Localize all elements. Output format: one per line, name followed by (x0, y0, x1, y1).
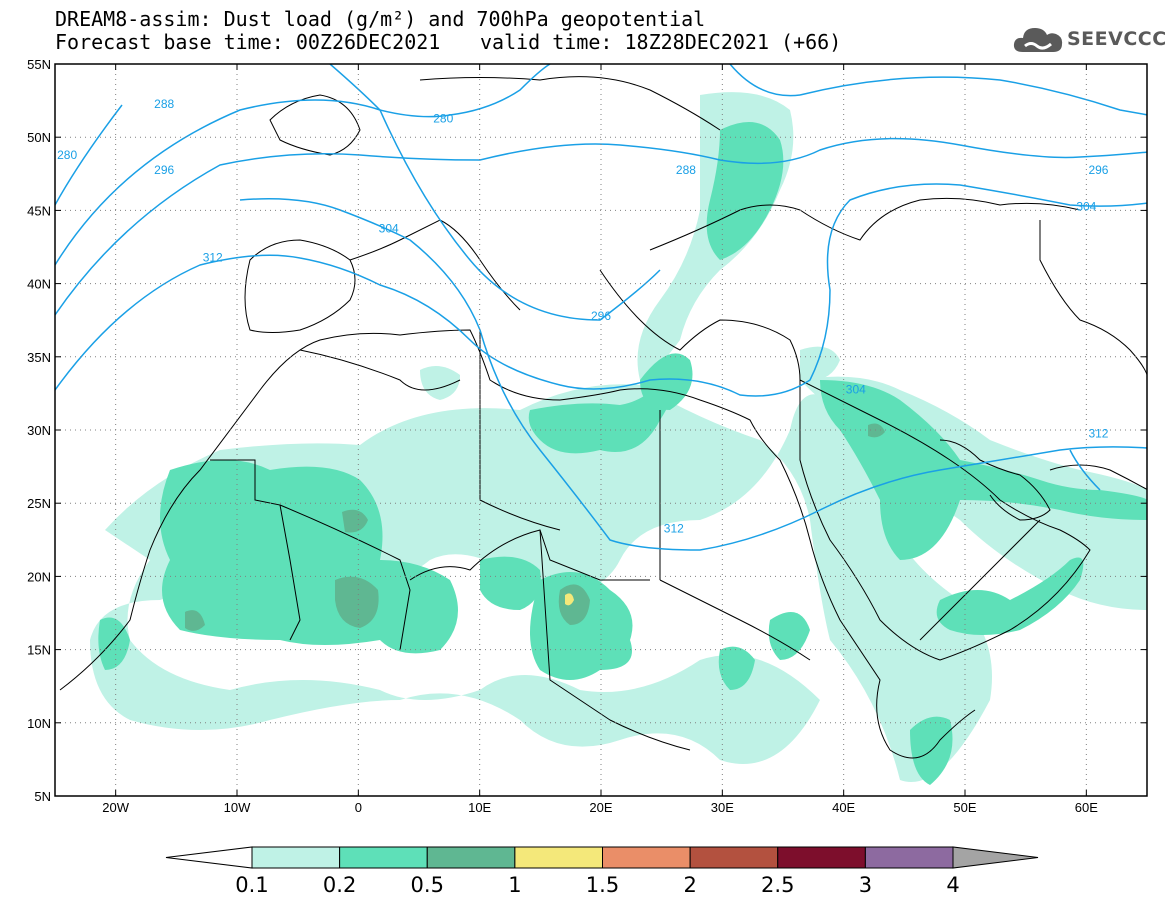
colorbar-segment (864, 846, 954, 869)
colorbar-label: 4 (946, 873, 959, 897)
lon-tick-label: 30E (711, 800, 734, 815)
lon-tick-label: 10E (468, 800, 491, 815)
seevccc-logo: SEEVCCC (1011, 22, 1165, 58)
colorbar-label: 3 (859, 873, 872, 897)
contour-labels: 280 288 280 296 288 296 304 304 312 296 304 312 312 (57, 97, 1109, 536)
colorbar-over-triangle (952, 846, 1039, 869)
dust-load-peak-area (565, 593, 574, 606)
colorbar (165, 846, 1039, 869)
contour-label: 296 (154, 163, 174, 177)
contour-label: 280 (57, 148, 77, 162)
forecast-times: Forecast base time: 00Z26DEC2021 valid ti… (55, 30, 841, 54)
valid-time: valid time: 18Z28DEC2021 (+66) (480, 30, 842, 54)
lat-tick-label: 40N (27, 277, 51, 292)
coastlines (59, 76, 1147, 759)
colorbar-segment (514, 846, 603, 869)
colorbar-label: 1.5 (586, 873, 619, 897)
colorbar-labels: 0.1 0.2 0.5 1 1.5 2 2.5 3 4 (235, 873, 959, 897)
longitude-labels: 20W 10W 0 10E 20E 30E 40E 50E 60E (102, 800, 1098, 815)
colorbar-label: 0.1 (235, 873, 268, 897)
contour-label: 280 (433, 112, 453, 126)
contour-label: 288 (154, 97, 174, 111)
axis-ticks (55, 63, 1147, 797)
lon-tick-label: 20W (102, 800, 129, 815)
graticule (55, 64, 1147, 796)
colorbar-label: 2 (683, 873, 696, 897)
lat-tick-label: 5N (34, 789, 51, 804)
contour-label: 304 (846, 382, 866, 396)
cloud-icon (1013, 28, 1063, 52)
forecast-base-time: Forecast base time: 00Z26DEC2021 (55, 30, 441, 54)
lon-tick-label: 20E (589, 800, 612, 815)
colorbar-label: 1 (508, 873, 521, 897)
lon-tick-label: 0 (355, 800, 362, 815)
lat-tick-label: 25N (27, 496, 51, 511)
contour-label: 304 (379, 221, 399, 235)
geopotential-contours (55, 64, 1147, 551)
colorbar-segment (689, 846, 779, 869)
lat-tick-label: 50N (27, 130, 51, 145)
contour-label: 296 (1088, 163, 1108, 177)
lon-tick-label: 50E (953, 800, 976, 815)
colorbar-segment (251, 846, 341, 869)
colorbar-segment (602, 846, 691, 869)
contour-label: 312 (1088, 426, 1108, 440)
colorbar-segment (339, 846, 428, 869)
lon-tick-label: 40E (832, 800, 855, 815)
colorbar-label: 0.2 (323, 873, 356, 897)
contour-label: 304 (1076, 199, 1096, 213)
lon-tick-label: 10W (224, 800, 251, 815)
lat-tick-label: 55N (27, 57, 51, 72)
contour-label: 288 (676, 163, 696, 177)
colorbar-segment (777, 846, 866, 869)
logo-text: SEEVCCC (1067, 28, 1165, 50)
map-title: DREAM8-assim: Dust load (g/m²) and 700hP… (55, 7, 706, 31)
lat-tick-label: 45N (27, 203, 51, 218)
lat-tick-label: 30N (27, 423, 51, 438)
contour-label: 296 (591, 309, 611, 323)
lat-tick-label: 20N (27, 569, 51, 584)
colorbar-label: 0.5 (411, 873, 444, 897)
lon-tick-label: 60E (1075, 800, 1098, 815)
dust-load-medium-areas (98, 122, 1147, 785)
colorbar-under-triangle (165, 846, 253, 869)
latitude-labels: 55N 50N 45N 40N 35N 30N 25N 20N 15N 10N 5N (27, 57, 51, 804)
lat-tick-label: 35N (27, 350, 51, 365)
colorbar-label: 2.5 (761, 873, 794, 897)
lat-tick-label: 15N (27, 643, 51, 658)
colorbar-segment (426, 846, 516, 869)
contour-label: 312 (203, 251, 223, 265)
contour-label: 312 (664, 521, 684, 535)
lat-tick-label: 10N (27, 716, 51, 731)
